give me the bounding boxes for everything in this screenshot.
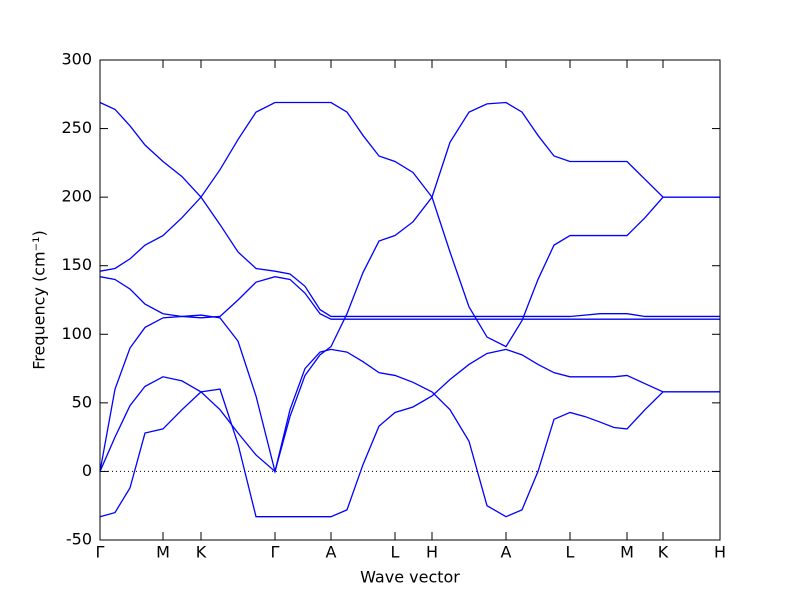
x-tick-label: A [501,543,512,562]
x-tick-label: A [326,543,337,562]
x-tick-label: L [566,543,575,562]
y-tick-label: 0 [82,461,92,480]
y-tick-label: 100 [61,324,92,343]
x-tick-label: M [156,543,170,562]
band-line [99,276,720,320]
x-tick-label: Γ [271,543,280,562]
x-tick-label: M [620,543,634,562]
band-line [99,348,720,518]
band-line [99,101,720,348]
y-tick-label: 200 [61,187,92,206]
band-line [99,101,720,474]
x-tick-label: L [391,543,400,562]
x-tick-label: H [426,543,438,562]
x-tick-label: H [714,543,726,562]
x-tick-label: K [658,543,669,562]
plot-frame [99,59,721,541]
x-axis-label: Wave vector [360,568,460,587]
y-tick-label: 50 [72,392,92,411]
y-tick-label: 250 [61,118,92,137]
y-tick-label: 300 [61,50,92,69]
x-tick-label: Γ [96,543,105,562]
y-axis-label: Frequency (cm⁻¹) [30,230,49,369]
x-tick-label: K [196,543,207,562]
y-tick-label: -50 [66,530,92,549]
y-tick-label: 150 [61,255,92,274]
